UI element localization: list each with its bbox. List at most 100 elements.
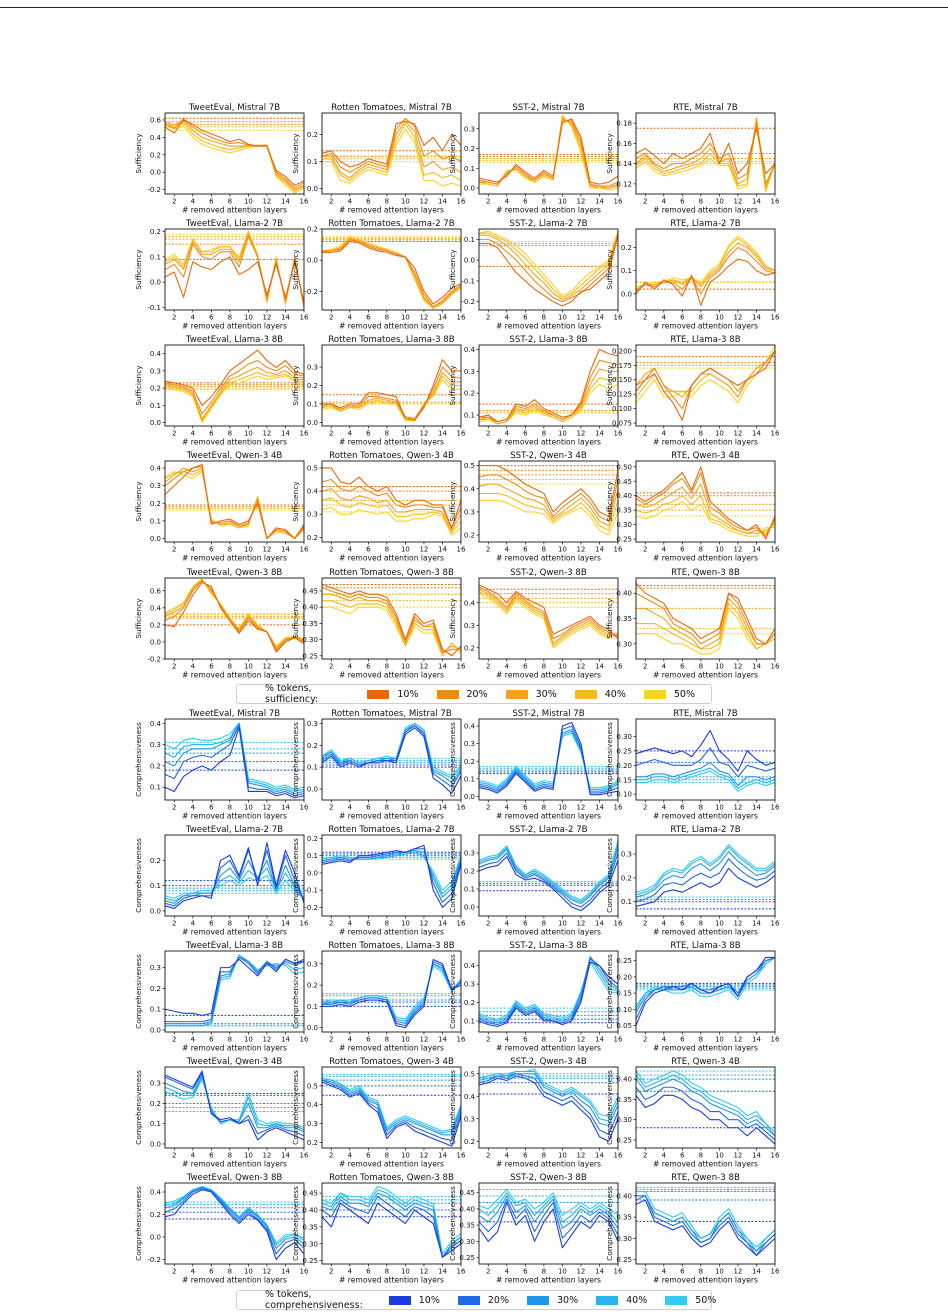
x-tick-label: 12 — [419, 1036, 428, 1044]
subplot-title: SST-2, Llama-2 7B — [509, 219, 587, 229]
y-tick-label: 0.200 — [612, 347, 632, 355]
x-tick-label: 8 — [385, 663, 389, 671]
x-axis-label: # removed attention layers — [496, 1276, 601, 1285]
x-tick-label: 16 — [771, 1036, 780, 1044]
y-tick-label: 0.1 — [150, 1006, 161, 1014]
subplot-title: TweetEval, Qwen-3 4B — [186, 1057, 283, 1067]
subplot-title: Rotten Tomatoes, Qwen-3 4B — [329, 1057, 454, 1067]
series-line-10pct — [636, 867, 775, 908]
x-tick-label: 16 — [300, 546, 309, 554]
x-tick-label: 8 — [228, 920, 232, 928]
x-tick-label: 12 — [733, 546, 742, 554]
y-tick-label: 0.15 — [616, 776, 632, 784]
series-line-20pct — [322, 587, 461, 654]
y-tick-label: 0.3 — [464, 850, 475, 858]
x-tick-label: 6 — [523, 546, 528, 554]
x-axis-label: # removed attention layers — [653, 928, 758, 937]
legend-swatch — [596, 1295, 619, 1305]
x-tick-label: 14 — [281, 1152, 290, 1160]
x-tick-label: 14 — [438, 1268, 447, 1276]
subplot-comprehensiveness-1: Rotten Tomatoes, Mistral 7B Comprehensive… — [291, 709, 466, 821]
legend-swatch — [643, 689, 666, 699]
y-axis-label: Sufficiency — [605, 598, 614, 639]
x-tick-label: 6 — [523, 1036, 528, 1044]
subplot-sufficiency-2: SST-2, Mistral 7B Sufficiency # removed at… — [448, 103, 623, 215]
plot-area — [165, 349, 304, 424]
y-tick-label: 0.3 — [307, 511, 318, 519]
series-line-30pct — [479, 483, 618, 527]
x-axis-label: # removed attention layers — [182, 1160, 287, 1169]
x-tick-label: 6 — [366, 804, 371, 812]
y-tick-label: 0.25 — [616, 747, 632, 755]
x-tick-label: 16 — [300, 1036, 309, 1044]
x-tick-label: 10 — [401, 314, 410, 322]
y-tick-label: 0.3 — [464, 981, 475, 989]
y-tick-label: 0.40 — [616, 590, 632, 598]
x-tick-label: 14 — [595, 1268, 604, 1276]
x-tick-label: 12 — [262, 663, 271, 671]
series-line-50pct — [479, 1068, 618, 1118]
x-tick-label: 2 — [329, 546, 333, 554]
y-tick-label: -0.2 — [147, 1256, 161, 1264]
x-tick-label: 2 — [486, 430, 490, 438]
y-tick-label: 0.1 — [621, 267, 632, 275]
y-tick-label: 0.4 — [150, 604, 162, 612]
series-line-10pct — [636, 730, 775, 772]
y-axis-label: Comprehensiveness — [448, 838, 457, 913]
subplot-title: TweetEval, Qwen-3 8B — [186, 1173, 283, 1183]
x-tick-label: 16 — [457, 663, 466, 671]
plot-area — [636, 730, 775, 792]
x-axis-label: # removed attention layers — [653, 438, 758, 447]
series-line-50pct — [636, 235, 775, 288]
x-axis-label: # removed attention layers — [339, 1276, 444, 1285]
comprehensiveness-legend-item-40: 40% — [588, 1295, 647, 1306]
x-tick-label: 10 — [401, 430, 410, 438]
subplot-sufficiency-12: TweetEval, Qwen-3 4B Sufficiency # removed… — [134, 451, 309, 563]
x-tick-label: 4 — [662, 314, 667, 322]
y-tick-label: 0.6 — [150, 116, 162, 124]
subplot-title: RTE, Mistral 7B — [673, 103, 738, 113]
subplot-title: TweetEval, Mistral 7B — [188, 103, 280, 113]
y-tick-label: 0.12 — [616, 180, 632, 188]
x-tick-label: 4 — [348, 1036, 353, 1044]
x-tick-label: 2 — [172, 920, 176, 928]
y-tick-label: 0.1 — [464, 775, 475, 783]
x-tick-label: 10 — [558, 546, 567, 554]
series-line-10pct — [165, 1189, 304, 1261]
x-tick-label: 16 — [614, 1268, 623, 1276]
x-tick-label: 6 — [209, 546, 214, 554]
series-line-30pct — [322, 1079, 461, 1136]
x-tick-label: 10 — [715, 1152, 724, 1160]
y-axis-label: Comprehensiveness — [134, 1070, 143, 1145]
subplot-title: TweetEval, Qwen-3 8B — [186, 568, 283, 578]
series-line-30pct — [479, 588, 618, 644]
x-tick-label: 4 — [662, 1152, 667, 1160]
x-tick-label: 16 — [457, 546, 466, 554]
y-axis-label: Comprehensiveness — [605, 838, 614, 913]
series-line-30pct — [165, 722, 304, 795]
x-tick-label: 6 — [366, 663, 371, 671]
y-tick-label: 0.4 — [464, 346, 476, 354]
x-tick-label: 10 — [558, 198, 567, 206]
y-tick-label: 0.3 — [464, 125, 475, 133]
plot-area — [322, 844, 461, 908]
x-tick-label: 12 — [733, 430, 742, 438]
y-tick-label: 0.2 — [464, 1138, 475, 1146]
x-tick-label: 16 — [771, 314, 780, 322]
plot-area — [165, 578, 304, 653]
plot-area — [322, 1185, 461, 1258]
x-axis-label: # removed attention layers — [339, 322, 444, 331]
y-tick-label: 0.2 — [464, 758, 475, 766]
x-axis-label: # removed attention layers — [182, 206, 287, 215]
plot-area — [636, 466, 775, 540]
series-line-40pct — [322, 1077, 461, 1134]
legend-label: 40% — [604, 688, 626, 700]
x-tick-label: 14 — [595, 198, 604, 206]
series-line-20pct — [636, 1195, 775, 1257]
y-tick-label: 0.40 — [302, 604, 318, 612]
y-axis-label: Comprehensiveness — [605, 1186, 614, 1261]
x-tick-label: 6 — [366, 198, 371, 206]
series-line-20pct — [322, 1079, 461, 1142]
y-tick-label: 0.1 — [464, 165, 475, 173]
plot-frame — [478, 834, 619, 917]
